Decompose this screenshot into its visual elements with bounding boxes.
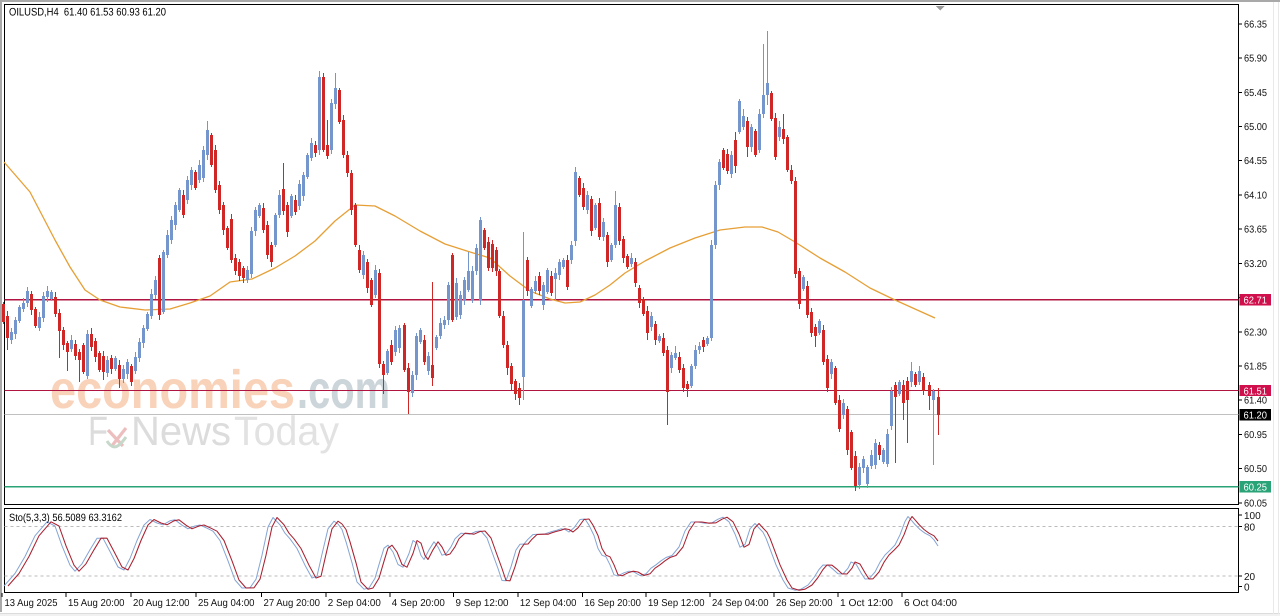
- svg-text:65.45: 65.45: [1244, 88, 1267, 99]
- svg-text:62.30: 62.30: [1244, 327, 1267, 338]
- svg-text:66.35: 66.35: [1244, 19, 1267, 30]
- svg-text:F: F: [88, 408, 108, 454]
- svg-text:100: 100: [1244, 511, 1261, 522]
- svg-text:60.95: 60.95: [1244, 430, 1267, 441]
- svg-text:65.00: 65.00: [1244, 122, 1267, 133]
- svg-text:20 Aug 12:00: 20 Aug 12:00: [133, 598, 190, 609]
- svg-text:64.10: 64.10: [1244, 191, 1267, 202]
- svg-text:Today: Today: [234, 408, 339, 454]
- svg-text:61.40: 61.40: [1244, 396, 1267, 407]
- svg-text:25 Aug 04:00: 25 Aug 04:00: [198, 598, 255, 609]
- svg-text:19 Sep 12:00: 19 Sep 12:00: [648, 598, 705, 609]
- svg-text:20: 20: [1244, 572, 1256, 583]
- svg-text:61.20: 61.20: [1244, 411, 1268, 422]
- svg-text:0: 0: [1244, 583, 1250, 594]
- svg-text:9 Sep 12:00: 9 Sep 12:00: [456, 598, 509, 609]
- svg-text:24 Sep 04:00: 24 Sep 04:00: [712, 598, 769, 609]
- svg-text:15 Aug 20:00: 15 Aug 20:00: [68, 598, 125, 609]
- svg-text:62.71: 62.71: [1244, 296, 1268, 307]
- svg-text:OILUSD,H4 61.40 61.53 60.93 6: OILUSD,H4 61.40 61.53 60.93 61.20: [9, 7, 166, 19]
- svg-text:63.20: 63.20: [1244, 259, 1267, 270]
- svg-text:1 Oct 12:00: 1 Oct 12:00: [840, 598, 893, 609]
- svg-text:63.65: 63.65: [1244, 225, 1267, 236]
- svg-text:61.51: 61.51: [1244, 386, 1268, 397]
- svg-text:4 Sep 20:00: 4 Sep 20:00: [392, 598, 445, 609]
- svg-text:12 Sep 04:00: 12 Sep 04:00: [520, 598, 577, 609]
- svg-text:64.55: 64.55: [1244, 156, 1267, 167]
- svg-text:13 Aug 2025: 13 Aug 2025: [5, 598, 58, 609]
- svg-text:80: 80: [1244, 522, 1256, 533]
- svg-text:16 Sep 20:00: 16 Sep 20:00: [584, 598, 641, 609]
- svg-text:61.85: 61.85: [1244, 362, 1267, 373]
- svg-text:60.25: 60.25: [1244, 483, 1268, 494]
- svg-text:6 Oct 04:00: 6 Oct 04:00: [904, 598, 957, 609]
- svg-text:Sto(5,3,3) 56.5089 63.3162: Sto(5,3,3) 56.5089 63.3162: [9, 512, 122, 524]
- svg-text:2 Sep 04:00: 2 Sep 04:00: [328, 598, 381, 609]
- svg-text:65.90: 65.90: [1244, 54, 1267, 65]
- svg-text:60.50: 60.50: [1244, 464, 1267, 475]
- svg-text:News: News: [131, 408, 231, 454]
- svg-text:27 Aug 20:00: 27 Aug 20:00: [264, 598, 321, 609]
- svg-text:60.05: 60.05: [1244, 498, 1267, 509]
- svg-text:26 Sep 20:00: 26 Sep 20:00: [776, 598, 833, 609]
